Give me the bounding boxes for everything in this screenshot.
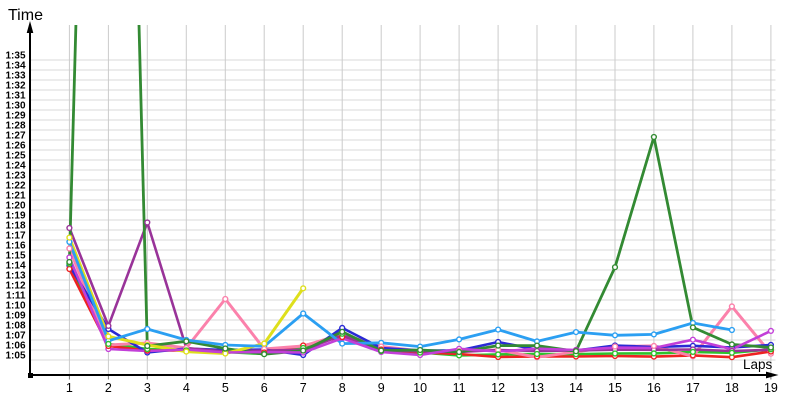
svg-text:4: 4 [183, 381, 190, 395]
svg-text:8: 8 [339, 381, 346, 395]
svg-text:15: 15 [608, 381, 622, 395]
svg-text:Time: Time [8, 7, 43, 24]
svg-text:1:27: 1:27 [5, 131, 25, 142]
svg-text:14: 14 [569, 381, 583, 395]
svg-text:1:05: 1:05 [5, 351, 25, 362]
svg-text:1:11: 1:11 [6, 291, 26, 302]
svg-text:10: 10 [413, 381, 427, 395]
svg-text:1:22: 1:22 [5, 181, 25, 192]
svg-text:1:32: 1:32 [5, 81, 25, 92]
svg-text:1:08: 1:08 [5, 321, 25, 332]
svg-text:1:09: 1:09 [5, 311, 25, 322]
svg-text:1:21: 1:21 [5, 191, 25, 202]
svg-text:9: 9 [378, 381, 385, 395]
svg-text:13: 13 [530, 381, 544, 395]
svg-text:12: 12 [491, 381, 505, 395]
svg-text:1:13: 1:13 [5, 271, 25, 282]
svg-text:1:25: 1:25 [5, 151, 25, 162]
svg-text:1:06: 1:06 [5, 341, 25, 352]
svg-text:1:14: 1:14 [5, 261, 25, 272]
svg-text:17: 17 [686, 381, 700, 395]
svg-text:2: 2 [105, 381, 112, 395]
svg-text:1:12: 1:12 [5, 281, 25, 292]
svg-text:1:30: 1:30 [5, 101, 25, 112]
svg-text:Laps: Laps [743, 357, 773, 372]
svg-text:1:23: 1:23 [5, 171, 25, 182]
svg-text:1:17: 1:17 [5, 231, 25, 242]
svg-text:1:34: 1:34 [5, 61, 25, 72]
svg-text:1:31: 1:31 [5, 91, 25, 102]
svg-text:11: 11 [453, 381, 466, 395]
svg-text:1: 1 [66, 381, 73, 395]
svg-text:1:10: 1:10 [5, 301, 25, 312]
svg-text:1:07: 1:07 [5, 331, 25, 342]
svg-text:6: 6 [261, 381, 268, 395]
svg-text:1:16: 1:16 [5, 241, 25, 252]
svg-text:1:19: 1:19 [5, 211, 25, 222]
svg-text:7: 7 [300, 381, 307, 395]
svg-text:19: 19 [764, 381, 778, 395]
svg-text:1:20: 1:20 [5, 201, 25, 212]
svg-text:5: 5 [222, 381, 229, 395]
svg-text:1:24: 1:24 [5, 161, 25, 172]
svg-text:1:18: 1:18 [5, 221, 25, 232]
svg-text:16: 16 [647, 381, 661, 395]
svg-text:1:35: 1:35 [5, 51, 25, 62]
svg-text:1:26: 1:26 [5, 141, 25, 152]
svg-text:1:15: 1:15 [5, 251, 25, 262]
svg-text:1:29: 1:29 [5, 111, 25, 122]
svg-text:3: 3 [144, 381, 151, 395]
svg-text:1:28: 1:28 [5, 121, 25, 132]
svg-text:1:33: 1:33 [5, 71, 25, 82]
svg-text:18: 18 [725, 381, 739, 395]
